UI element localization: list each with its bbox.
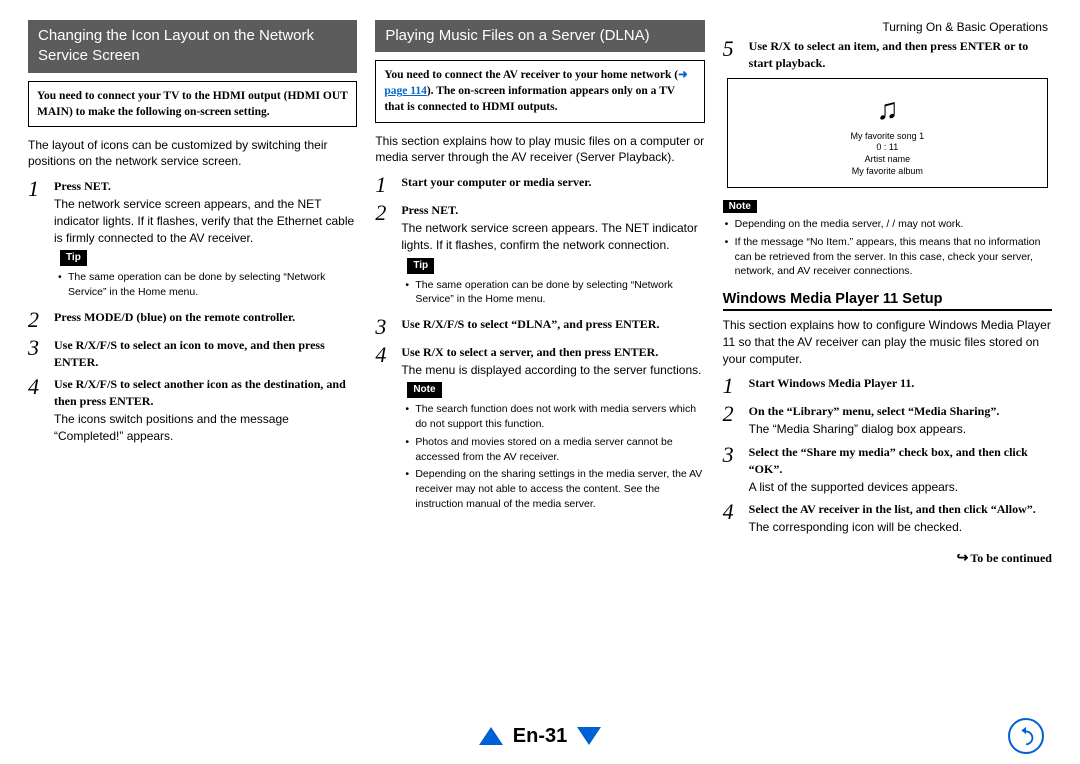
steps-dlna: 1 Start your computer or media server. 2… [375, 174, 704, 514]
step-instruction: Use R/X/F/S to select “DLNA”, and press … [401, 316, 704, 333]
step-number: 3 [723, 444, 741, 495]
tip-badge: Tip [407, 258, 434, 274]
note-item: Depending on the media server, / / may n… [735, 217, 1052, 232]
step-instruction: Start Windows Media Player 11. [749, 375, 1052, 392]
column-2: Playing Music Files on a Server (DLNA) Y… [375, 20, 704, 567]
step-number: 2 [375, 202, 393, 310]
to-be-continued: ↪To be continued [723, 550, 1052, 567]
tip-badge: Tip [60, 250, 87, 266]
step-number: 5 [723, 38, 741, 72]
music-note-icon: ♫ [736, 95, 1039, 125]
note-item: If the message “No Item.” appears, this … [735, 235, 1052, 279]
step-description: The icons switch positions and the messa… [54, 411, 357, 445]
step-description: The network service screen appears. The … [401, 220, 704, 254]
step-instruction: Press NET. [54, 178, 357, 195]
page-number: En-31 [513, 725, 567, 748]
display-album: My favorite album [736, 166, 1039, 178]
step-number: 1 [723, 375, 741, 397]
steps-icon-layout: 1 Press NET. The network service screen … [28, 178, 357, 444]
note-item: The search function does not work with m… [415, 402, 704, 431]
step-description: The “Media Sharing” dialog box appears. [749, 421, 1052, 438]
step-instruction: Use R/X/F/S to select an icon to move, a… [54, 337, 357, 371]
column-1: Changing the Icon Layout on the Network … [28, 20, 357, 567]
step-number: 2 [28, 309, 46, 331]
step-instruction: Use R/X/F/S to select another icon as th… [54, 376, 357, 410]
step-instruction: Use R/X to select a server, and then pre… [401, 344, 704, 361]
note-box-network: You need to connect the AV receiver to y… [375, 60, 704, 122]
body-wmp11: This section explains how to configure W… [723, 317, 1052, 367]
step-instruction: Use R/X to select an item, and then pres… [749, 38, 1052, 72]
note-badge: Note [407, 382, 441, 398]
step-number: 4 [375, 344, 393, 514]
note-text: You need to connect the AV receiver to y… [384, 69, 678, 81]
step-instruction: Select the AV receiver in the list, and … [749, 501, 1052, 518]
step-number: 4 [28, 376, 46, 444]
note-box-hdmi: You need to connect your TV to the HDMI … [28, 81, 357, 127]
continued-text: To be continued [970, 551, 1052, 565]
steps-wmp11: 1 Start Windows Media Player 11. 2 On th… [723, 375, 1052, 536]
note-item: Depending on the sharing settings in the… [415, 467, 704, 511]
back-button[interactable] [1008, 718, 1044, 754]
column-3: Turning On & Basic Operations 5 Use R/X … [723, 20, 1052, 567]
page-footer: En-31 [0, 725, 1080, 751]
body-dlna: This section explains how to play music … [375, 133, 704, 167]
undo-icon [1015, 725, 1037, 747]
next-page-button[interactable] [577, 727, 601, 745]
step-description: A list of the supported devices appears. [749, 479, 1052, 496]
step-number: 3 [375, 316, 393, 338]
tip-item: The same operation can be done by select… [68, 270, 357, 299]
step-description: The menu is displayed according to the s… [401, 362, 704, 379]
prev-page-button[interactable] [479, 727, 503, 745]
step-description: The network service screen appears, and … [54, 196, 357, 246]
step-instruction: Start your computer or media server. [401, 174, 704, 191]
display-song: My favorite song 1 [736, 131, 1039, 143]
page-link[interactable]: page 114 [384, 85, 427, 97]
step-instruction: Press MODE/D (blue) on the remote contro… [54, 309, 357, 326]
step-number: 3 [28, 337, 46, 371]
step-number: 4 [723, 501, 741, 536]
continued-arrow-icon: ↪ [957, 551, 969, 566]
heading-wmp11: Windows Media Player 11 Setup [723, 291, 1052, 311]
step-instruction: Select the “Share my media” check box, a… [749, 444, 1052, 478]
display-artist: Artist name [736, 154, 1039, 166]
heading-dlna: Playing Music Files on a Server (DLNA) [375, 20, 704, 52]
body-icon-layout: The layout of icons can be customized by… [28, 137, 357, 171]
step-instruction: Press NET. [401, 202, 704, 219]
playback-display: ♫ My favorite song 1 0 : 11 Artist name … [727, 78, 1048, 189]
step-number: 2 [723, 403, 741, 438]
step-instruction: On the “Library” menu, select “Media Sha… [749, 403, 1052, 420]
step-number: 1 [375, 174, 393, 196]
tip-item: The same operation can be done by select… [415, 278, 704, 307]
link-arrow-icon: ➜ [678, 69, 688, 81]
heading-icon-layout: Changing the Icon Layout on the Network … [28, 20, 357, 73]
note-badge: Note [723, 200, 757, 213]
step-description: The corresponding icon will be checked. [749, 519, 1052, 536]
chapter-title: Turning On & Basic Operations [723, 20, 1052, 34]
step-number: 1 [28, 178, 46, 303]
note-item: Photos and movies stored on a media serv… [415, 435, 704, 464]
display-time: 0 : 11 [736, 142, 1039, 154]
note-text: ). The on-screen information appears onl… [384, 85, 675, 113]
